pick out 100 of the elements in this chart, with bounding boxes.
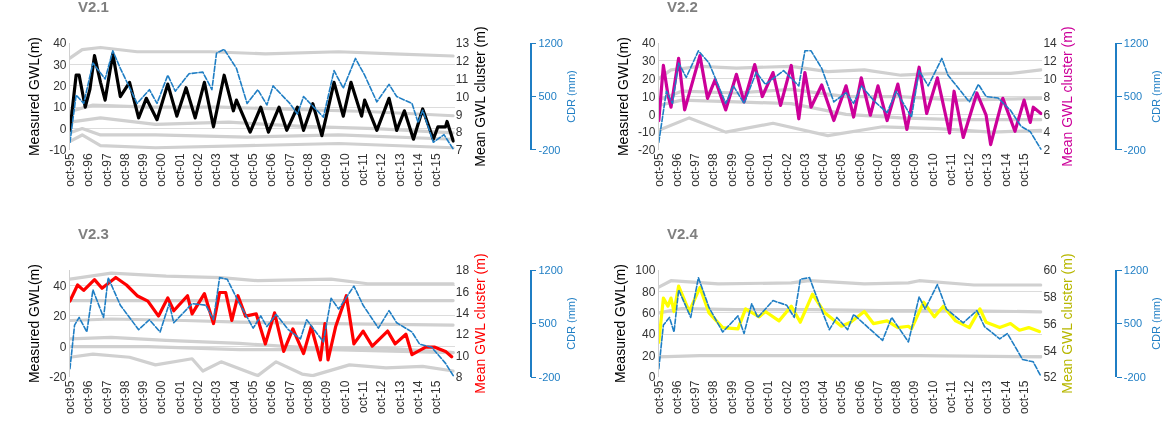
x-tick-label: oct-10 [337,380,352,414]
x-tick-label: oct-09 [319,152,334,187]
y2-tick-label: 13 [455,36,470,51]
x-tick-label: oct-04 [227,152,242,187]
x-tick-label: oct-96 [669,380,684,414]
x-tick-label: oct-96 [81,152,96,187]
x-tick-label: oct-01 [761,152,776,187]
x-tick-label: oct-07 [870,152,885,187]
y3-tick-label: 1200 [538,37,563,50]
y2-tick-label: 18 [455,263,470,278]
x-tick-label: oct-97 [688,380,703,414]
x-tick-label: oct-11 [356,152,370,186]
x-tick-label: oct-04 [816,380,831,414]
x-tick-label: oct-96 [669,152,684,187]
y-tick-label: 0 [648,107,656,122]
y-tick-label: 20 [642,348,656,363]
y2-tick-label: 16 [455,284,470,299]
x-tick-label: oct-03 [209,380,224,414]
x-tick-label: oct-12 [962,380,977,414]
x-tick-label: oct-07 [870,380,885,414]
y2-tick-label: 7 [455,143,463,158]
y3-axis-title: CDR (mm) [1150,297,1162,350]
x-tick-label: oct-09 [319,380,334,414]
y-tick-label: -10 [638,125,656,140]
y3-axis-title: CDR (mm) [1150,70,1162,123]
x-tick-label: oct-06 [264,152,279,187]
x-tick-label: oct-03 [797,152,812,187]
y2-tick-label: 10 [455,348,470,363]
y2-tick-label: 6 [1043,107,1051,122]
y3-tick-label: -200 [1123,370,1146,383]
x-tick-label: oct-98 [706,152,721,187]
x-tick-label: oct-12 [374,380,389,414]
y2-tick-label: 54 [1043,343,1058,358]
x-tick-label: oct-13 [392,152,407,187]
x-tick-label: oct-96 [81,380,96,414]
x-tick-label: oct-03 [209,152,224,187]
y3-tick-label: -200 [538,370,561,383]
x-tick-label: oct-07 [282,152,297,187]
y-tick-label: 40 [53,36,67,51]
x-tick-label: oct-02 [779,152,794,187]
x-tick-label: oct-11 [356,380,370,413]
x-tick-label: oct-05 [834,152,849,187]
y-tick-label: 0 [59,121,67,136]
x-tick-label: oct-01 [761,380,776,414]
x-tick-label: oct-08 [301,380,316,414]
y-tick-label: 10 [642,89,656,104]
x-tick-label: oct-06 [852,152,867,187]
x-tick-label: oct-14 [998,380,1013,414]
x-tick-label: oct-12 [962,152,977,187]
x-tick-label: oct-10 [337,152,352,187]
y-tick-label: 10 [53,100,67,115]
y2-tick-label: 2 [1043,143,1051,158]
y2-tick-label: 8 [455,125,463,140]
x-tick-label: oct-99 [724,380,739,414]
y-axis-title: Measured GWL(m) [25,264,42,384]
x-tick-label: oct-08 [301,152,316,187]
y3-tick-label: 500 [1123,90,1143,103]
x-tick-label: oct-14 [998,152,1013,187]
y-tick-label: 20 [53,309,67,324]
chart-title: V2.3 [78,225,109,242]
y2-tick-label: 9 [455,107,463,122]
y-axis-title: Measured GWL(m) [614,37,631,157]
y2-tick-label: 11 [455,71,469,86]
y2-axis-title: Mean GWL cluster (m) [1059,26,1076,167]
y2-tick-label: 10 [1043,71,1058,86]
y-tick-label: 30 [642,54,656,69]
x-tick-label: oct-98 [117,152,132,187]
y-tick-label: 40 [642,36,656,51]
y2-tick-label: 4 [1043,125,1051,140]
x-tick-label: oct-13 [980,152,995,187]
y3-tick-label: 1200 [1123,263,1149,276]
y2-tick-label: 60 [1043,263,1058,278]
x-tick-label: oct-13 [392,380,407,414]
y-tick-label: 60 [642,306,656,321]
y2-tick-label: 10 [455,89,470,104]
x-tick-label: oct-09 [907,380,922,414]
x-tick-label: oct-97 [99,380,114,414]
chart-title: V2.4 [667,225,699,242]
y2-tick-label: 12 [1043,54,1058,69]
y-tick-label: 100 [635,263,656,278]
x-tick-label: oct-04 [816,152,831,187]
chart-title: V2.1 [78,0,109,15]
x-tick-label: oct-09 [907,152,922,187]
x-tick-label: oct-15 [1017,152,1031,187]
y3-tick-label: 500 [538,317,557,330]
y3-tick-label: 500 [1123,317,1143,330]
x-tick-label: oct-13 [980,380,995,414]
x-tick-label: oct-00 [154,152,169,187]
y3-tick-label: -200 [538,143,561,156]
y2-tick-label: 12 [455,327,470,342]
y3-tick-label: -200 [1123,143,1146,156]
x-tick-label: oct-05 [246,380,261,414]
y2-tick-label: 14 [455,306,470,321]
x-tick-label: oct-06 [852,380,867,414]
x-tick-label: oct-11 [943,380,958,413]
x-tick-label: oct-01 [172,380,187,414]
y2-tick-label: 52 [1043,370,1058,385]
x-tick-label: oct-05 [246,152,261,187]
y2-tick-label: 8 [455,370,463,385]
x-tick-label: oct-15 [429,152,444,187]
